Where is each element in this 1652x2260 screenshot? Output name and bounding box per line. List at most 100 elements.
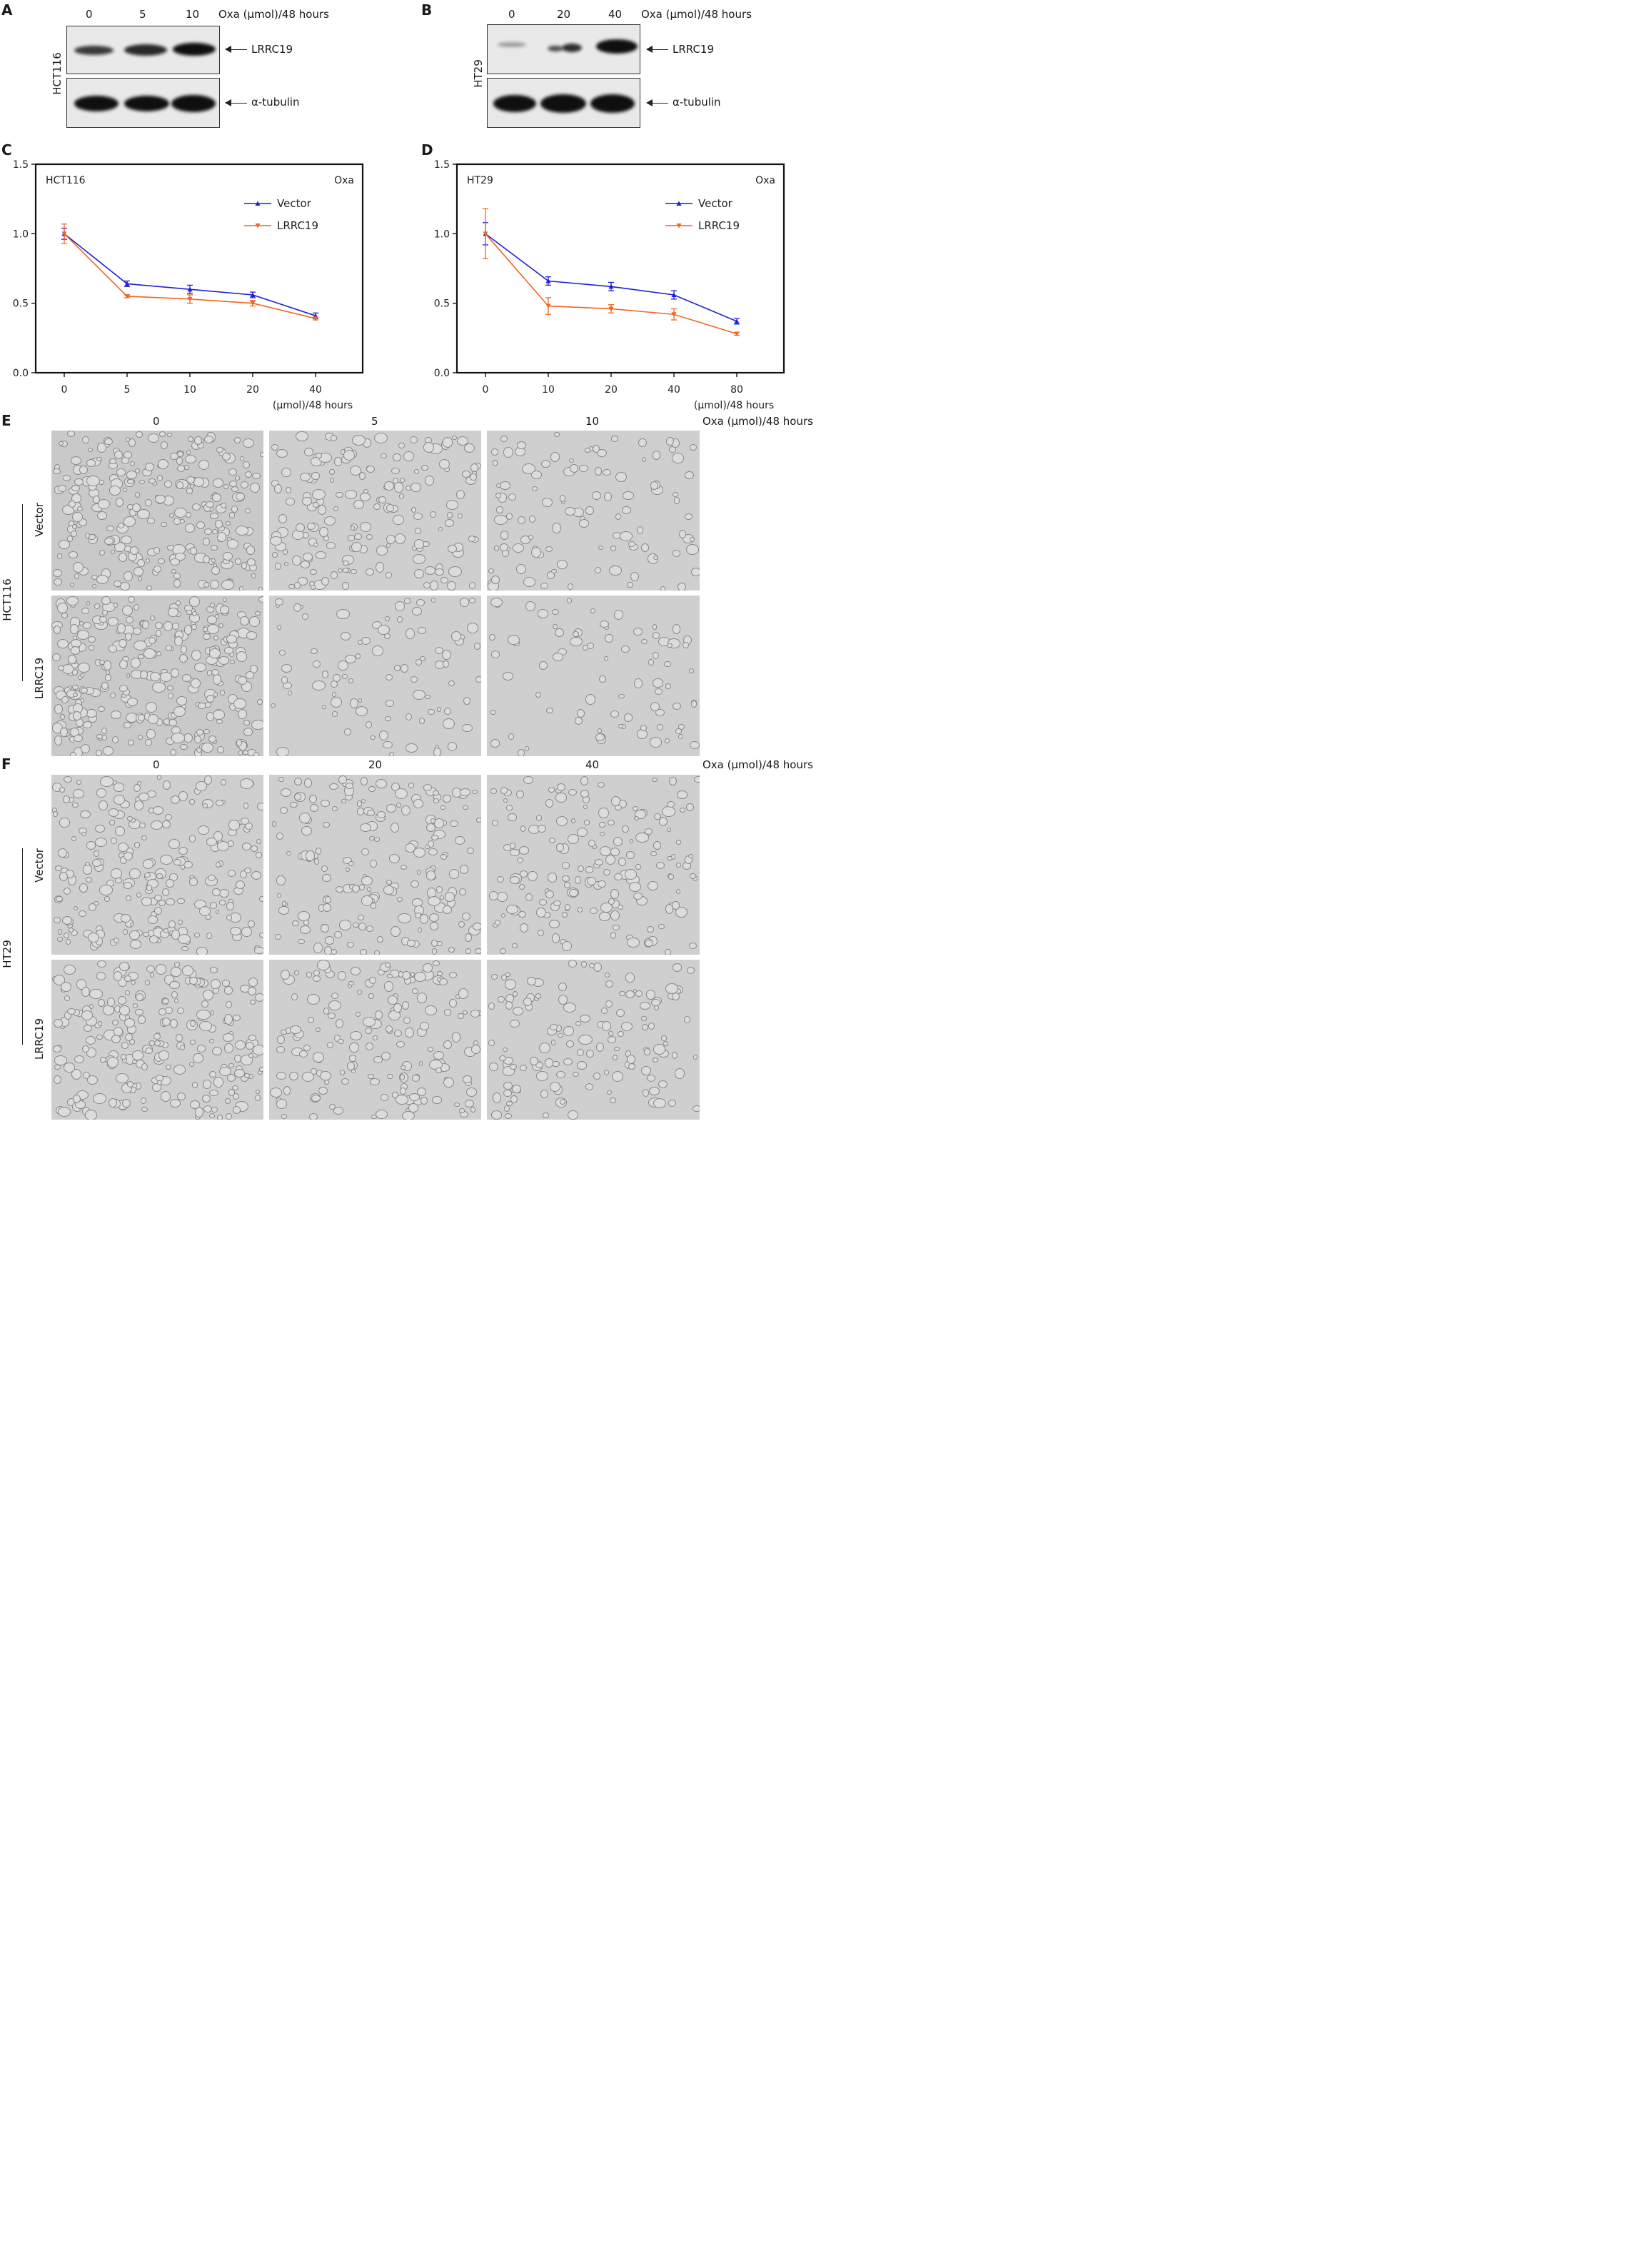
cell-blob [72, 692, 79, 698]
cell-blob [431, 948, 438, 955]
panel-e-row-lrrc19: LRRC19 [33, 657, 46, 700]
cell-blob [623, 713, 633, 722]
cell-blob [243, 750, 248, 755]
cell-blob [313, 942, 323, 953]
cell-blob [302, 553, 313, 562]
cell-blob [162, 888, 170, 897]
cell-blob [81, 987, 91, 998]
panel-b-arrow-lrrc19 [646, 46, 668, 53]
cell-blob [306, 971, 312, 978]
cell-blob [655, 708, 665, 716]
cell-blob [203, 803, 208, 808]
cell-blob [430, 939, 438, 947]
cell-blob [298, 1050, 308, 1058]
cell-blob [231, 506, 238, 513]
cell-blob [586, 1049, 594, 1058]
cell-blob [59, 871, 69, 882]
cell-blob [121, 1053, 126, 1060]
cell-blob [494, 545, 500, 551]
cell-blob [510, 1095, 518, 1103]
cell-blob [512, 943, 518, 949]
cell-blob [409, 1093, 420, 1101]
cell-blob [216, 840, 229, 851]
cell-blob [276, 448, 288, 458]
cell-blob [460, 598, 470, 608]
cell-blob [229, 512, 236, 518]
cell-blob [413, 469, 420, 474]
cell-blob [393, 482, 403, 493]
cell-blob [317, 960, 330, 970]
cell-blob [158, 1008, 166, 1015]
cell-blob [501, 974, 507, 981]
cell-blob [147, 915, 158, 924]
cell-blob [119, 800, 130, 809]
cell-blob [585, 1083, 594, 1090]
cell-blob [401, 805, 411, 815]
cell-blob [576, 709, 585, 718]
cell-blob [595, 858, 603, 865]
cell-blob [462, 912, 470, 920]
cell-blob [470, 1107, 476, 1113]
cell-blob [276, 1045, 286, 1054]
cell-blob [368, 976, 377, 984]
panel-c-y-tick-label: 1.0 [13, 228, 29, 240]
cell-blob [388, 752, 394, 756]
cell-blob [411, 1074, 420, 1082]
cell-blob [132, 1003, 138, 1008]
cell-blob [123, 851, 133, 861]
cell-blob [134, 567, 143, 577]
cell-blob [346, 783, 353, 789]
cell-blob [166, 878, 174, 888]
cell-blob [474, 643, 481, 651]
panel-b-blot-tubulin [487, 78, 640, 128]
cell-blob [141, 897, 152, 907]
cell-blob [158, 431, 166, 437]
cell-blob [403, 1017, 411, 1025]
cell-blob [134, 800, 144, 810]
cell-blob [633, 815, 639, 820]
cell-blob [464, 1100, 474, 1108]
cell-blob [546, 708, 553, 714]
cell-blob [113, 602, 119, 608]
cell-blob [558, 983, 568, 992]
cell-blob [398, 493, 405, 500]
cell-blob [440, 854, 448, 860]
cell-blob [71, 511, 83, 523]
cell-blob [143, 648, 156, 659]
cell-blob [71, 835, 76, 841]
cell-blob [367, 887, 372, 893]
cell-blob [89, 988, 103, 1000]
cell-blob [81, 832, 87, 837]
cell-blob [386, 879, 393, 885]
cell-blob [132, 503, 141, 512]
cell-blob [94, 603, 100, 609]
cell-blob [405, 743, 418, 753]
cell-blob [173, 579, 181, 588]
cell-blob [548, 920, 560, 928]
cell-blob [235, 492, 246, 501]
cell-blob [212, 710, 225, 720]
cell-blob [228, 481, 238, 487]
cell-blob [662, 806, 675, 817]
cell-blob [86, 840, 96, 850]
cell-blob [578, 518, 590, 528]
cell-blob [126, 673, 131, 678]
panel-b-dose-40: 40 [608, 8, 623, 21]
panel-b-cell-line: HT29 [472, 59, 485, 88]
cell-blob [579, 465, 588, 473]
cell-blob [604, 656, 608, 661]
cell-blob [335, 1019, 343, 1029]
cell-blob [490, 575, 500, 585]
cell-blob [145, 702, 158, 713]
cell-blob [540, 583, 548, 590]
cell-blob [348, 980, 354, 986]
cell-blob [413, 799, 424, 809]
cell-blob [238, 750, 243, 755]
cell-blob [448, 869, 460, 879]
cell-blob [70, 531, 77, 538]
cell-blob [281, 676, 288, 684]
cell-blob [347, 942, 354, 948]
cell-blob [519, 923, 528, 933]
cell-blob [417, 870, 421, 875]
cell-blob [232, 1093, 240, 1100]
